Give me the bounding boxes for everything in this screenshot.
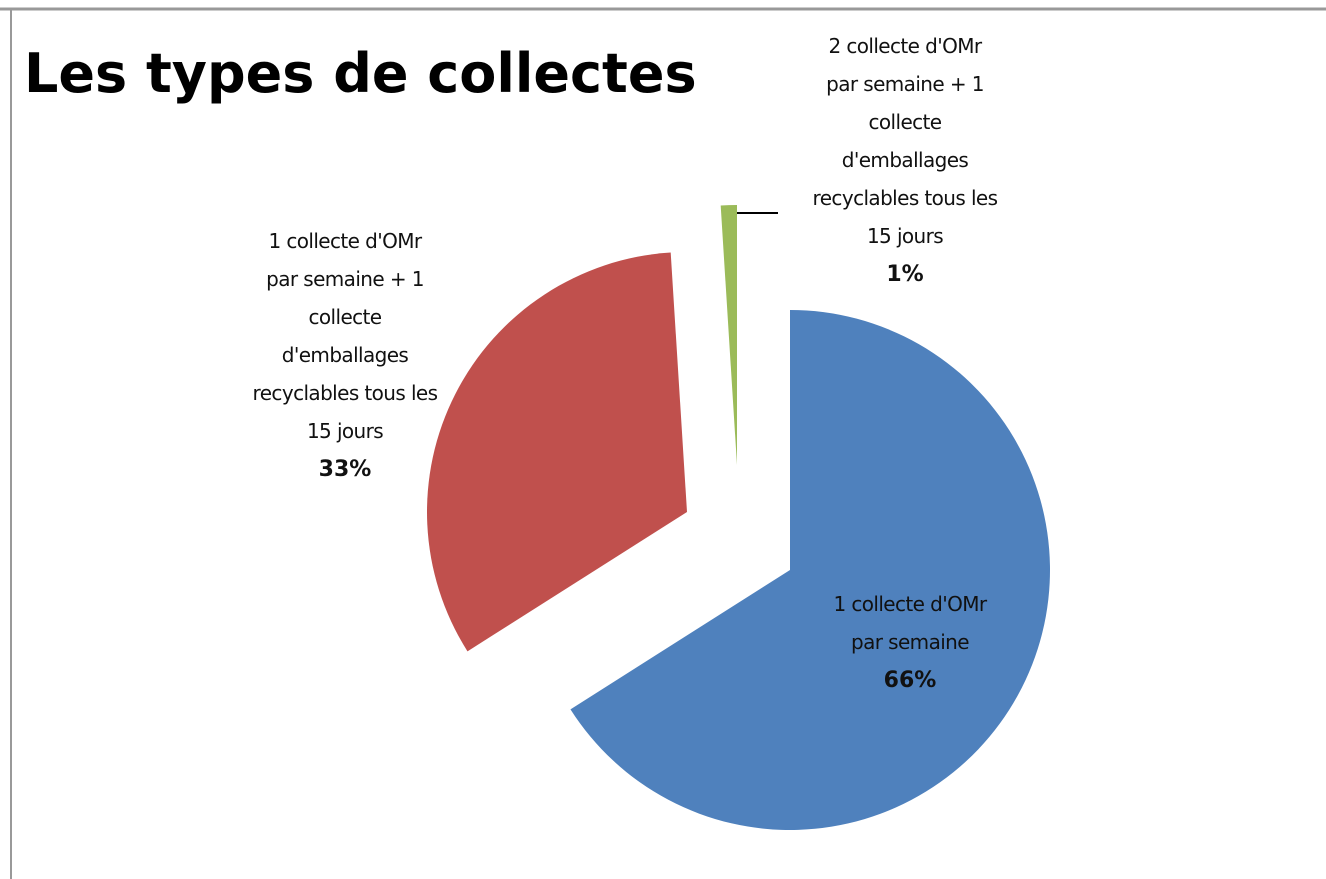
pie-slice bbox=[720, 205, 737, 465]
value-label: 33% bbox=[319, 457, 372, 482]
value-label: 66% bbox=[884, 668, 937, 693]
value-label: 1% bbox=[886, 262, 923, 287]
chart-title: Les types de collectes bbox=[24, 42, 697, 105]
pie-slice bbox=[426, 252, 687, 652]
slice-label: 1 collecte d'OMr par semaine bbox=[833, 592, 987, 654]
slice-label: 1 collecte d'OMr par semaine + 1 collecte d… bbox=[253, 229, 438, 443]
slice-label: 2 collecte d'OMr par semaine + 1 collecte d… bbox=[813, 34, 998, 248]
pie-slice bbox=[570, 310, 1050, 831]
